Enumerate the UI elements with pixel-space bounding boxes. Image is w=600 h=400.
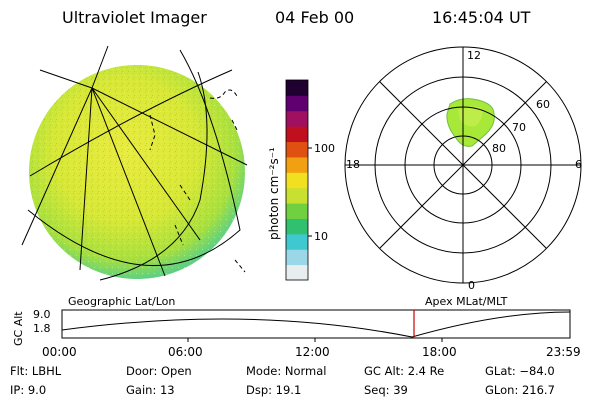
colorbar-tick-10: 10 <box>314 230 328 243</box>
colorbar-band <box>286 110 308 127</box>
colorbar-band <box>286 264 308 281</box>
status-glat: GLat: −84.0 <box>485 364 555 378</box>
colorbar-band <box>286 187 308 204</box>
colorbar-band <box>286 80 308 96</box>
timeline-x-tick-0600: 06:00 <box>168 345 203 359</box>
timeline-left-label: Geographic Lat/Lon <box>68 295 175 308</box>
status-door: Door: Open <box>126 364 192 378</box>
mlt-label-0: 0 <box>468 279 475 292</box>
uv-earth-disk-image <box>21 45 248 281</box>
timeline-right-label: Apex MLat/MLT <box>425 295 508 308</box>
instrument-title: Ultraviolet Imager <box>62 8 207 27</box>
colorbar-band <box>286 126 308 143</box>
colorbar-unit-label: photon cm⁻²s⁻¹ <box>267 147 281 240</box>
colorbar-gradient <box>286 80 308 281</box>
timeline-x-tick-1200: 12:00 <box>295 345 330 359</box>
altitude-curve <box>61 311 571 338</box>
colorbar-band <box>286 141 308 158</box>
orbit-timeline: Geographic Lat/Lon Apex MLat/MLT GC Alt … <box>12 295 581 359</box>
mlt-label-12: 12 <box>467 49 481 62</box>
colorbar-band <box>286 172 308 189</box>
observation-time: 16:45:04 UT <box>432 8 531 27</box>
timeline-y-tick-9: 9.0 <box>33 308 51 321</box>
timeline-y-tick-1-8: 1.8 <box>33 322 51 335</box>
timeline-x-tick-0000: 00:00 <box>42 345 77 359</box>
polar-mlt-plot: 12 18 6 0 60 70 80 <box>344 46 582 292</box>
timeline-x-tick-2359: 23:59 <box>546 345 581 359</box>
status-ip: IP: 9.0 <box>10 383 47 397</box>
colorbar-band <box>286 233 308 250</box>
timeline-x-tick-1800: 18:00 <box>422 345 457 359</box>
observation-date: 04 Feb 00 <box>275 8 355 27</box>
status-glon: GLon: 216.7 <box>485 383 555 397</box>
status-dsp: Dsp: 19.1 <box>246 383 302 397</box>
mlt-label-6: 6 <box>575 158 582 171</box>
colorbar-tick-100: 100 <box>314 142 335 155</box>
status-gc-alt: GC Alt: 2.4 Re <box>364 364 445 378</box>
mlat-label-70: 70 <box>512 121 526 134</box>
colorbar-band <box>286 218 308 235</box>
colorbar-band <box>286 156 308 173</box>
status-gain: Gain: 13 <box>126 383 175 397</box>
mlat-label-80: 80 <box>492 142 506 155</box>
timeline-y-axis-title: GC Alt <box>12 311 25 346</box>
colorbar-band <box>286 95 308 112</box>
status-mode: Mode: Normal <box>246 364 327 378</box>
status-seq: Seq: 39 <box>364 383 408 397</box>
mlat-label-60: 60 <box>536 98 550 111</box>
colorbar-band <box>286 249 308 266</box>
status-filter: Flt: LBHL <box>10 364 62 378</box>
colorbar: 100 10 photon cm⁻²s⁻¹ <box>267 79 335 281</box>
colorbar-band <box>286 203 308 219</box>
mlt-label-18: 18 <box>346 158 360 171</box>
